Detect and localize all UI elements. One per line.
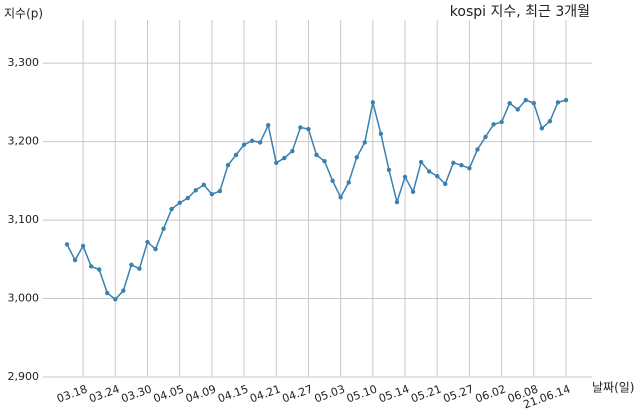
point xyxy=(169,206,174,212)
point xyxy=(338,195,343,200)
point xyxy=(274,160,279,165)
point xyxy=(64,242,70,247)
point xyxy=(555,100,561,105)
point xyxy=(491,122,496,127)
point xyxy=(161,226,166,231)
point xyxy=(322,159,327,164)
point xyxy=(378,131,384,136)
point xyxy=(153,246,158,252)
y-tick-label: 3,100 xyxy=(8,213,40,226)
y-tick-label: 3,300 xyxy=(8,56,40,69)
point xyxy=(531,100,537,106)
point xyxy=(330,178,335,184)
point xyxy=(443,181,448,187)
point xyxy=(306,126,311,132)
point xyxy=(298,125,303,130)
x-tick-label: 04.27 xyxy=(280,382,314,405)
y-axis-label: 지수(p) xyxy=(4,7,43,21)
point xyxy=(233,152,239,158)
point xyxy=(72,257,78,263)
point xyxy=(499,119,504,125)
x-tick-label: 05.10 xyxy=(345,382,379,405)
point xyxy=(467,166,472,171)
point xyxy=(80,243,86,249)
point xyxy=(370,100,376,105)
x-tick-label: 04.21 xyxy=(248,382,282,405)
point xyxy=(193,188,198,193)
x-tick-label: 05.14 xyxy=(377,382,411,405)
chart-title: kospi 지수, 최근 3개월 xyxy=(450,4,590,20)
point xyxy=(129,262,134,267)
point xyxy=(459,162,464,168)
x-tick-label: 03.24 xyxy=(87,382,121,405)
point xyxy=(201,182,207,187)
point xyxy=(386,167,392,173)
y-tick-label: 3,200 xyxy=(8,135,40,148)
point xyxy=(402,174,408,180)
y-tick-label: 3,000 xyxy=(8,292,40,305)
point xyxy=(217,188,223,194)
point xyxy=(451,160,456,165)
point xyxy=(507,100,512,106)
x-tick-label: 03.30 xyxy=(119,382,153,405)
point xyxy=(354,155,359,160)
point xyxy=(113,297,118,302)
point xyxy=(177,200,182,206)
point xyxy=(426,169,432,174)
point xyxy=(137,266,142,271)
point xyxy=(563,97,569,103)
x-axis-label: 날짜(일) xyxy=(592,381,634,395)
point xyxy=(523,97,528,103)
y-tick-label: 2,900 xyxy=(8,370,40,383)
point xyxy=(225,162,231,168)
point xyxy=(257,140,263,145)
x-tick-label: 06.02 xyxy=(474,382,508,405)
point xyxy=(290,148,295,154)
point xyxy=(314,152,319,158)
point xyxy=(475,147,480,152)
point xyxy=(515,107,520,112)
x-tick-label: 05.27 xyxy=(441,382,475,405)
point xyxy=(346,180,351,185)
x-tick-label: 05.03 xyxy=(313,382,347,405)
point xyxy=(96,267,102,272)
x-tick-label: 04.15 xyxy=(216,382,250,405)
point xyxy=(539,126,545,131)
point xyxy=(394,199,400,205)
point xyxy=(418,159,424,165)
point xyxy=(145,239,150,245)
line xyxy=(66,99,567,301)
point xyxy=(121,288,126,293)
point xyxy=(362,140,367,145)
x-tick-label: 05.21 xyxy=(409,382,443,405)
x-tick-label: 04.09 xyxy=(184,382,218,405)
x-tick-label: 04.05 xyxy=(152,382,186,405)
point xyxy=(435,173,440,179)
point xyxy=(249,138,255,144)
point xyxy=(88,264,94,269)
point xyxy=(266,122,271,128)
point xyxy=(105,290,110,296)
point xyxy=(282,155,287,161)
point xyxy=(241,142,247,147)
point xyxy=(185,195,190,201)
x-tick-label: 03.18 xyxy=(55,382,89,405)
point xyxy=(483,134,488,140)
point xyxy=(209,191,215,197)
point xyxy=(410,189,416,195)
point xyxy=(547,119,553,124)
